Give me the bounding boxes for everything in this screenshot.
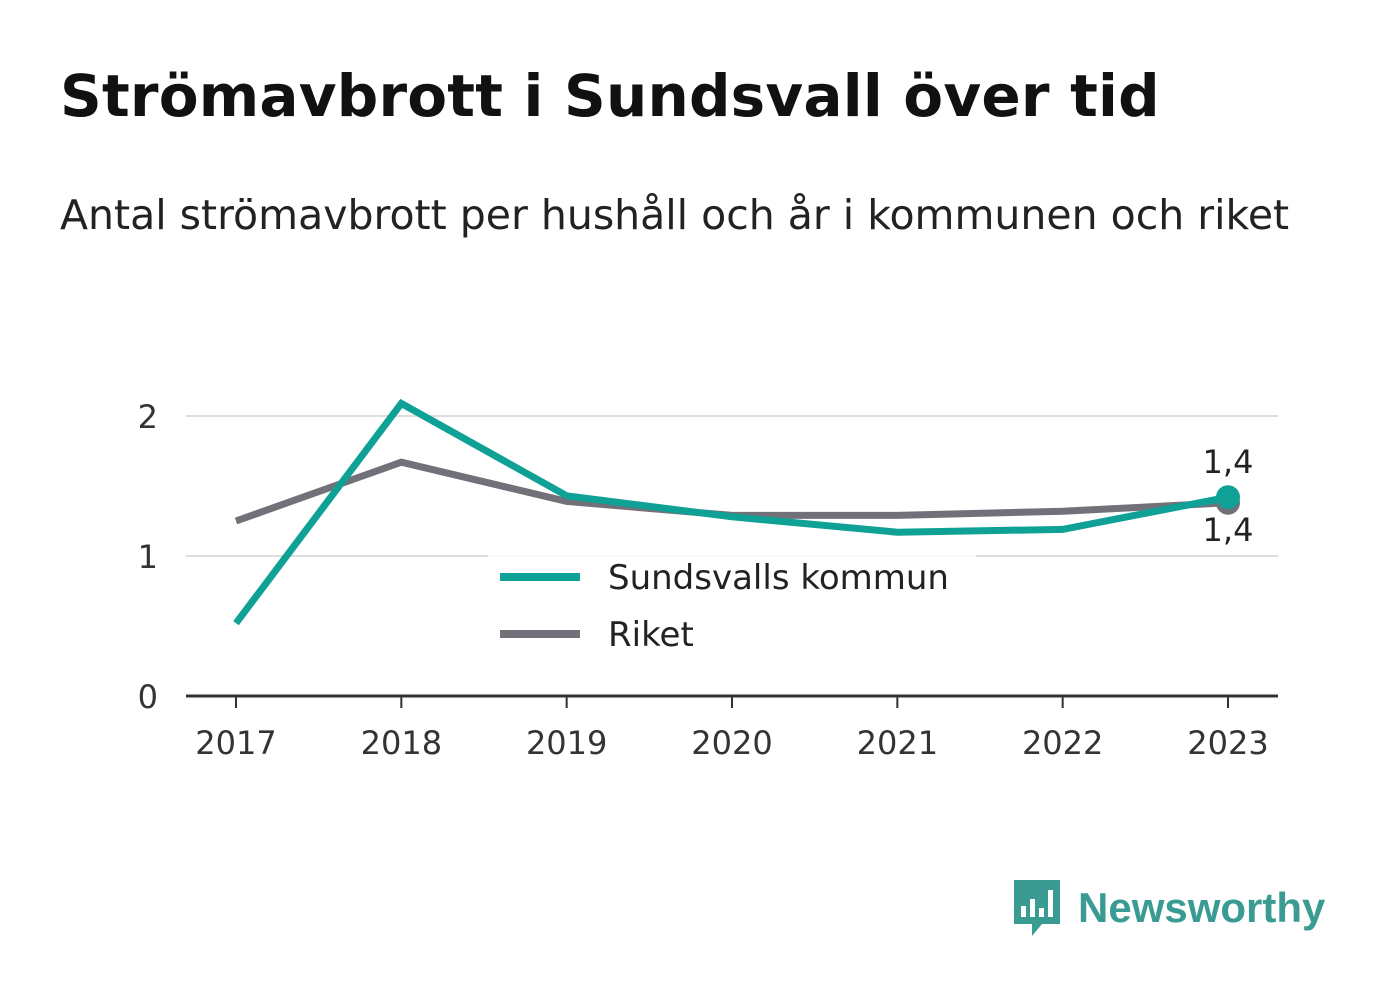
y-tick-label: 1 xyxy=(138,538,158,576)
end-label-sundsvall: 1,4 xyxy=(1203,443,1254,481)
newsworthy-icon xyxy=(1014,880,1060,936)
x-tick-label: 2020 xyxy=(691,724,772,762)
x-tick-label: 2023 xyxy=(1187,724,1268,762)
end-label-riket: 1,4 xyxy=(1203,511,1254,549)
x-tick-label: 2019 xyxy=(526,724,607,762)
endpoint-sundsvall xyxy=(1216,485,1240,510)
brand-name: Newsworthy xyxy=(1078,884,1326,931)
x-tick-label: 2017 xyxy=(195,724,276,762)
legend-background xyxy=(488,552,976,664)
legend-label-sundsvall: Sundsvalls kommun xyxy=(608,558,949,598)
y-tick-label: 0 xyxy=(138,678,158,716)
chart-title: Strömavbrott i Sundsvall över tid xyxy=(60,62,1160,130)
x-tick-label: 2022 xyxy=(1022,724,1103,762)
x-tick-label: 2021 xyxy=(857,724,938,762)
series-line-sundsvall xyxy=(233,398,1229,626)
series-line-riket xyxy=(234,458,1229,525)
legend-label-riket: Riket xyxy=(608,615,694,655)
brand-logo: Newsworthy xyxy=(1010,878,1325,938)
chart-subtitle: Antal strömavbrott per hushåll och år i … xyxy=(60,191,1290,239)
x-tick-label: 2018 xyxy=(361,724,442,762)
y-tick-label: 2 xyxy=(138,398,158,436)
